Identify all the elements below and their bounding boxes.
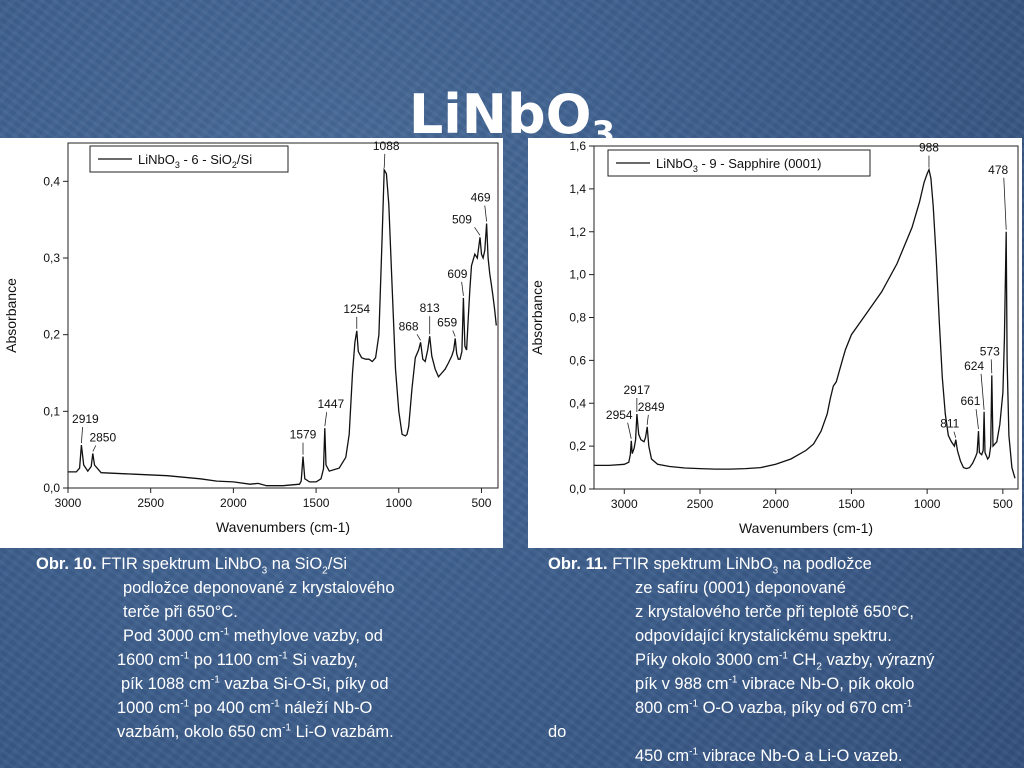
x-tick-label: 3000 (611, 497, 638, 511)
peak-label: 624 (964, 359, 984, 373)
peak-label: 661 (960, 394, 980, 408)
peak-label: 1447 (317, 397, 344, 411)
x-axis-label: Wavenumbers (cm-1) (216, 519, 350, 535)
peak-label: 2849 (638, 400, 665, 414)
legend-text: LiNbO3 - 6 - SiO2/Si (138, 152, 252, 170)
peak-leader (80, 427, 83, 444)
caption-line: pík 1088 cm-1 vazba Si-O-Si, píky od (121, 674, 389, 693)
x-tick-label: 1000 (914, 497, 941, 511)
y-tick-label: 0,6 (569, 353, 586, 367)
peak-leader (474, 227, 481, 236)
peak-leader (452, 330, 456, 337)
plot-frame (593, 145, 1019, 490)
y-tick-label: 1,0 (569, 268, 586, 282)
caption-line: 800 cm-1 O-O vazba, píky od 670 cm-1 (635, 698, 913, 717)
caption-line: podložce deponované z krystalového (123, 579, 395, 597)
caption-line: odpovídající krystalickému spektru. (635, 627, 892, 645)
plot-frame (67, 142, 499, 489)
peak-leader (975, 409, 979, 430)
caption-line: terče při 650°C. (123, 603, 238, 621)
x-tick-label: 500 (993, 497, 1013, 511)
x-tick-label: 3000 (55, 496, 82, 510)
caption-line: ze safíru (0001) deponované (635, 579, 846, 597)
y-tick-label: 1,2 (569, 225, 586, 239)
y-tick-label: 0,0 (569, 482, 586, 496)
spectrum-line (594, 167, 1016, 479)
peak-label: 609 (447, 267, 467, 281)
ftir-chart-sio2: 3000 2500 2000 1500 1000 500 0,0 0,1 0,2 0,3 0,4 Wa… (0, 138, 503, 548)
peak-label: 478 (988, 163, 1008, 177)
peak-label: 811 (940, 417, 959, 431)
caption-line: z krystalového terče při teplotě 650°C, (635, 603, 914, 621)
peak-leader (627, 422, 632, 439)
caption-line: 450 cm-1 vibrace Nb-O a Li-O vazeb. (635, 746, 903, 765)
y-tick-label: 1,4 (569, 182, 586, 196)
peak-leader (416, 334, 421, 341)
x-tick-label: 2500 (687, 497, 714, 511)
caption-line: do (548, 723, 567, 741)
caption-line: 1600 cm-1 po 1100 cm-1 Si vazby, (117, 650, 359, 669)
y-tick-label: 0,2 (569, 439, 586, 453)
caption-fig-11: Obr. 11. FTIR spektrum LiNbO3 na podložc… (548, 552, 1018, 768)
peak-leader (92, 445, 97, 452)
peak-label: 988 (919, 141, 939, 155)
peak-label: 1088 (373, 139, 400, 153)
y-tick-label: 0,0 (43, 481, 60, 495)
peak-leader (953, 431, 957, 438)
caption-line: Obr. 10. FTIR spektrum LiNbO3 na SiO2/Si (36, 555, 347, 577)
x-tick-label: 2000 (220, 496, 247, 510)
peak-label: 659 (437, 316, 457, 330)
peak-label: 1579 (290, 428, 317, 442)
peak-label: 2850 (89, 431, 116, 445)
x-tick-label: 1500 (303, 496, 330, 510)
caption-line: Obr. 11. FTIR spektrum LiNbO3 na podložc… (548, 555, 872, 577)
peak-leader (461, 281, 464, 296)
peak-leader (324, 412, 328, 427)
ftir-chart-sapphire-svg: 3000 2500 2000 1500 1000 500 0,0 0,2 0,4 0,6 0,8 1,… (529, 139, 1019, 536)
y-tick-label: 0,4 (43, 174, 60, 188)
x-tick-label: 1500 (838, 497, 865, 511)
x-axis-label: Wavenumbers (cm-1) (739, 520, 873, 536)
x-tick-label: 1000 (385, 496, 412, 510)
y-tick-label: 0,3 (43, 251, 60, 265)
y-axis-label: Absorbance (529, 280, 545, 355)
y-tick-label: 0,2 (43, 328, 60, 342)
x-tick-label: 2500 (137, 496, 164, 510)
peak-label: 2919 (72, 412, 99, 426)
peak-label: 469 (471, 191, 491, 205)
peak-label: 2917 (624, 383, 651, 397)
caption-line: 1000 cm-1 po 400 cm-1 náleží Nb-O (117, 698, 373, 717)
ftir-chart-sio2-svg: 3000 2500 2000 1500 1000 500 0,0 0,1 0,2 0,3 0,4 Wa… (3, 139, 499, 535)
caption-fig-10: Obr. 10. FTIR spektrum LiNbO3 na SiO2/Si… (36, 552, 506, 744)
peak-label: 2954 (606, 408, 633, 422)
caption-line: Pod 3000 cm-1 methylove vazby, od (123, 626, 383, 645)
x-tick-label: 500 (471, 496, 491, 510)
legend-box (607, 149, 871, 177)
peak-label: 868 (399, 319, 419, 333)
peak-leader (646, 414, 649, 425)
y-tick-label: 0,8 (569, 311, 586, 325)
peak-leader (1003, 177, 1007, 230)
caption-line: pík v 988 cm-1 vibrace Nb-O, pík okolo (635, 674, 915, 693)
y-tick-label: 0,4 (569, 396, 586, 410)
peak-leader (484, 205, 487, 222)
peak-label: 573 (980, 344, 1000, 358)
ftir-chart-sapphire: 3000 2500 2000 1500 1000 500 0,0 0,2 0,4 0,6 0,8 1,… (528, 138, 1022, 548)
legend-text: LiNbO3 - 9 - Sapphire (0001) (656, 156, 821, 174)
caption-line: Píky okolo 3000 cm-1 CH2 vazby, výrazný (635, 650, 935, 673)
caption-line: vazbám, okolo 650 cm-1 Li-O vazbám. (117, 722, 394, 741)
peak-label: 813 (420, 301, 440, 315)
peak-leader (383, 153, 386, 168)
y-tick-label: 0,1 (43, 404, 60, 418)
peak-label: 1254 (343, 302, 370, 316)
peak-leader (990, 359, 993, 374)
peak-leader (980, 373, 985, 410)
spectrum-line (68, 167, 497, 487)
peak-label: 509 (452, 212, 472, 226)
x-tick-label: 2000 (762, 497, 789, 511)
y-tick-label: 1,6 (569, 139, 586, 153)
y-axis-label: Absorbance (3, 278, 19, 353)
